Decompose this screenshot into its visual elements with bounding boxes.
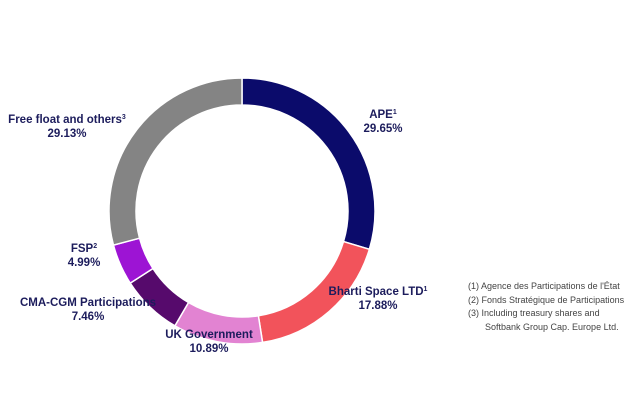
footnote-2: (2) Fonds Stratégique de Participations xyxy=(468,294,625,305)
label-fsp: FSP2 4.99% xyxy=(67,243,101,269)
footnote-1: (1) Agence des Participations de l'État xyxy=(468,281,620,291)
footnote-3: (3) Including treasury shares and xyxy=(468,308,600,318)
slice-ape xyxy=(241,77,376,251)
footnote-3-cont: Softbank Group Cap. Europe Ltd. xyxy=(485,321,619,332)
label-uk-government: UK Government 10.89% xyxy=(165,329,253,355)
label-cma-cgm: CMA-CGM Participations 7.46% xyxy=(19,297,157,323)
label-bharti: Bharti Space LTD1 17.88% xyxy=(328,286,428,312)
footnotes: (1) Agence des Participations de l'État … xyxy=(468,280,624,334)
slice-free-float-and-others xyxy=(108,77,243,247)
label-free-float: Free float and others3 29.13% xyxy=(8,114,126,140)
label-ape: APE1 29.65% xyxy=(363,109,403,135)
